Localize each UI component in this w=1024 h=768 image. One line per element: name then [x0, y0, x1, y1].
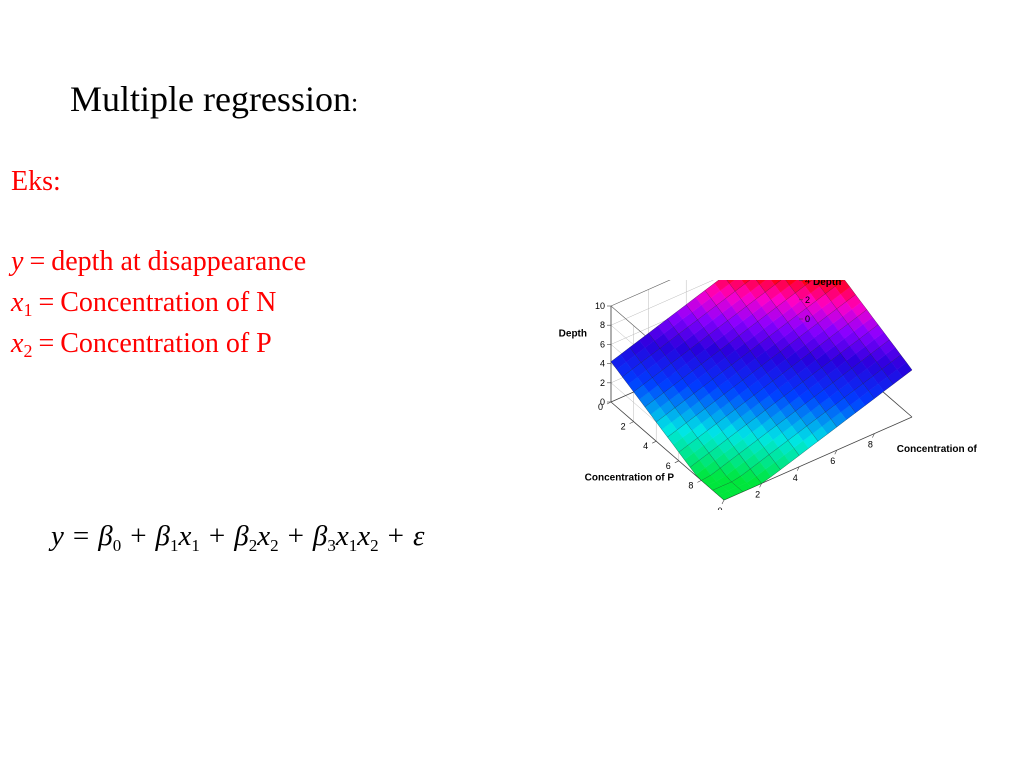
definition-sub: 2	[23, 341, 33, 361]
p-tick	[629, 421, 634, 424]
formula-lhs: y	[51, 520, 64, 552]
wall-grid-line	[610, 280, 714, 326]
definition-eq: =	[29, 246, 46, 277]
mesh-line	[610, 280, 720, 362]
n-tick-label: 8	[868, 440, 873, 450]
mesh-line	[785, 280, 875, 399]
p-tick	[674, 460, 679, 464]
formula-beta: β	[234, 520, 249, 552]
slide-title: Multiple regression:	[70, 78, 358, 120]
z-tick-label-right: 0	[805, 314, 810, 324]
mesh-line	[814, 280, 894, 385]
title-colon: :	[350, 88, 359, 117]
surface-plot: 024681002468100246802468DepthDepthConcen…	[559, 280, 980, 510]
formula-var: x	[335, 520, 349, 552]
formula-var: x	[257, 520, 271, 552]
mesh-line	[726, 280, 837, 428]
z-tick-label-left: 6	[600, 339, 605, 349]
formula-var-sub: 1	[191, 536, 200, 555]
mesh-line	[667, 294, 856, 438]
n-axis-label: Concentration of N	[897, 444, 980, 455]
z-axis-label-right: Depth	[813, 280, 841, 288]
p-tick-label: 0	[598, 402, 603, 412]
z-tick-label-left: 10	[595, 301, 605, 311]
mesh-line	[701, 339, 890, 481]
mesh-line	[755, 280, 856, 413]
n-tick-label: 2	[755, 489, 760, 499]
n-tick	[759, 483, 762, 488]
formula-var: x	[357, 520, 371, 552]
formula-beta: β	[312, 520, 328, 552]
n-tick	[834, 450, 838, 455]
p-tick	[606, 401, 612, 405]
mesh-line	[844, 280, 913, 371]
formula-error: ε	[412, 520, 425, 552]
title-text: Multiple regression	[70, 79, 351, 119]
formula-beta-sub: 2	[248, 536, 258, 555]
p-tick	[697, 480, 702, 483]
z-tick-label-left: 4	[600, 359, 605, 369]
p-tick-label: 8	[688, 480, 693, 490]
p-axis-label: Concentration of P	[585, 473, 675, 484]
z-tick-label-left: 0	[600, 397, 605, 407]
definition-text: depth at disappearance	[51, 246, 307, 277]
n-tick-label: 6	[830, 456, 835, 466]
definition-eq: =	[38, 328, 55, 359]
formula-equals: =	[72, 520, 90, 552]
definition-text: Concentration of P	[60, 328, 272, 359]
definition-var: y	[11, 246, 24, 277]
mesh-line	[678, 309, 867, 453]
definition-var: x	[11, 287, 24, 318]
n-tick-label: 4	[793, 473, 798, 483]
formula-beta: β	[155, 520, 170, 552]
definition-sub: 1	[23, 300, 33, 320]
formula-var-sub: 2	[270, 536, 279, 555]
mesh-line	[723, 369, 913, 501]
formula-beta-sub: 3	[327, 536, 336, 555]
axis-line	[610, 280, 671, 307]
formula-plus: +	[287, 520, 304, 552]
formula-plus: +	[130, 520, 147, 552]
p-tick-label: 6	[666, 461, 671, 471]
formula-beta-sub: 0	[112, 536, 122, 555]
mesh-line	[712, 354, 901, 491]
z-tick-label-right: 2	[805, 295, 810, 305]
definition-text: Concentration of N	[60, 287, 277, 318]
p-tick-label: 2	[621, 422, 626, 432]
definition-x1: x1 = Concentration of N	[11, 287, 276, 319]
mesh-line	[689, 324, 879, 468]
z-tick-label-left: 8	[600, 320, 605, 330]
definition-var: x	[11, 328, 24, 359]
p-tick	[652, 440, 657, 444]
formula-beta-sub: 1	[170, 536, 179, 555]
z-tick-label-left: 2	[600, 378, 605, 388]
formula-var: x	[178, 520, 192, 552]
formula-plus: +	[208, 520, 226, 552]
definition-x2: x2 = Concentration of P	[11, 328, 272, 360]
formula-beta: β	[98, 520, 113, 552]
n-tick	[872, 433, 875, 438]
z-axis-label-left: Depth	[559, 328, 587, 339]
definition-eq: =	[38, 287, 55, 318]
n-tick	[796, 466, 800, 471]
formula-var-sub: 2	[370, 536, 379, 555]
n-tick-label: 0	[717, 506, 722, 510]
n-tick	[721, 499, 725, 505]
formula-var-sub: 1	[348, 536, 358, 555]
p-tick-label: 4	[643, 441, 648, 451]
formula-plus: +	[387, 520, 404, 552]
definition-y: y = depth at disappearance	[11, 246, 306, 278]
regression-formula: y = β0 + β1x1 + β2x2 + β3x1x2 + ε	[51, 520, 425, 555]
example-label: Eks:	[11, 166, 61, 197]
z-tick-label-right: 4	[805, 280, 810, 286]
